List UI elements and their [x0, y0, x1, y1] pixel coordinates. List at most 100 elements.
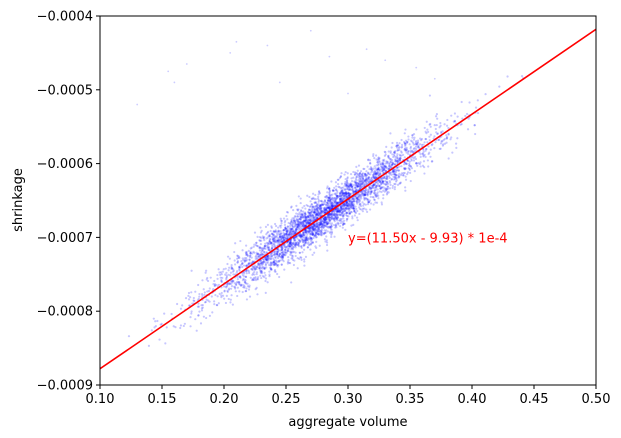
scatter-point [321, 232, 324, 235]
scatter-point [311, 253, 314, 256]
scatter-point [347, 192, 350, 195]
scatter-point [323, 209, 326, 212]
scatter-point [260, 262, 263, 265]
scatter-outlier-point [136, 103, 139, 106]
scatter-point [355, 184, 358, 187]
scatter-point [258, 264, 262, 268]
scatter-point [390, 177, 394, 181]
scatter-point [315, 212, 319, 215]
scatter-point [206, 290, 209, 293]
scatter-point [252, 272, 255, 275]
scatter-point [387, 154, 390, 157]
scatter-point [303, 244, 306, 247]
scatter-point [283, 223, 287, 227]
scatter-point [256, 276, 260, 279]
scatter-point [306, 221, 310, 224]
scatter-point [379, 163, 382, 166]
scatter-point [348, 184, 351, 188]
scatter-point [252, 266, 256, 269]
scatter-point [256, 265, 259, 269]
scatter-point [345, 217, 349, 221]
scatter-point [235, 283, 238, 287]
scatter-point [336, 201, 340, 204]
scatter-point [367, 201, 371, 204]
scatter-point [333, 196, 336, 200]
scatter-point [391, 186, 394, 190]
scatter-point [322, 217, 325, 220]
scatter-point [399, 181, 402, 184]
scatter-point [204, 271, 207, 274]
scatter-point [325, 243, 329, 247]
scatter-point [342, 213, 345, 216]
scatter-point [323, 221, 326, 224]
scatter-point [211, 311, 214, 314]
scatter-point [447, 133, 450, 136]
scatter-point [228, 282, 232, 286]
scatter-point [299, 217, 302, 220]
scatter-point [349, 207, 352, 210]
scatter-outlier-point [433, 77, 436, 80]
scatter-point [183, 322, 186, 325]
scatter-point [273, 258, 276, 262]
scatter-point [364, 173, 367, 176]
scatter-point [344, 206, 347, 210]
scatter-point [269, 263, 272, 267]
scatter-point [324, 224, 327, 228]
scatter-point [460, 100, 463, 104]
scatter-point [405, 148, 408, 151]
scatter-point [344, 187, 347, 191]
scatter-point [378, 184, 381, 188]
scatter-point [301, 239, 305, 242]
scatter-point [197, 305, 200, 308]
scatter-point [334, 215, 337, 218]
scatter-point [274, 224, 278, 228]
scatter-point [206, 279, 210, 283]
scatter-point [352, 190, 356, 194]
scatter-point [334, 199, 337, 202]
scatter-point [473, 124, 476, 127]
scatter-point [220, 280, 223, 283]
scatter-point [317, 227, 321, 230]
scatter-point [393, 170, 396, 173]
x-axis-label: aggregate volume [288, 415, 407, 430]
scatter-point [369, 187, 372, 190]
scatter-point [420, 143, 424, 146]
scatter-point [291, 255, 294, 258]
scatter-point [355, 200, 358, 203]
scatter-point [285, 245, 288, 249]
scatter-point [386, 190, 389, 193]
scatter-point [270, 242, 273, 245]
scatter-point [255, 241, 258, 245]
scatter-point [258, 266, 261, 269]
scatter-point [290, 251, 293, 254]
scatter-point [288, 245, 291, 248]
scatter-point [350, 224, 353, 227]
scatter-point [340, 172, 343, 175]
scatter-point [362, 180, 365, 183]
scatter-point [343, 184, 346, 187]
scatter-point [340, 196, 343, 199]
scatter-point [300, 245, 303, 248]
scatter-point [205, 316, 208, 320]
scatter-point [360, 208, 363, 211]
scatter-point [333, 200, 336, 203]
scatter-point [277, 254, 280, 257]
scatter-point [300, 256, 303, 259]
scatter-point [264, 263, 268, 266]
scatter-point [341, 223, 344, 227]
scatter-point [302, 220, 305, 223]
scatter-point [372, 154, 375, 158]
scatter-point [298, 251, 301, 254]
scatter-point [299, 235, 302, 238]
scatter-point [181, 304, 184, 307]
scatter-point [363, 198, 366, 201]
scatter-point [329, 202, 333, 205]
scatter-point [294, 220, 297, 223]
scatter-point [413, 170, 416, 173]
scatter-point [272, 242, 275, 245]
scatter-point [357, 195, 360, 199]
scatter-point [408, 168, 411, 172]
scatter-point [289, 228, 292, 231]
